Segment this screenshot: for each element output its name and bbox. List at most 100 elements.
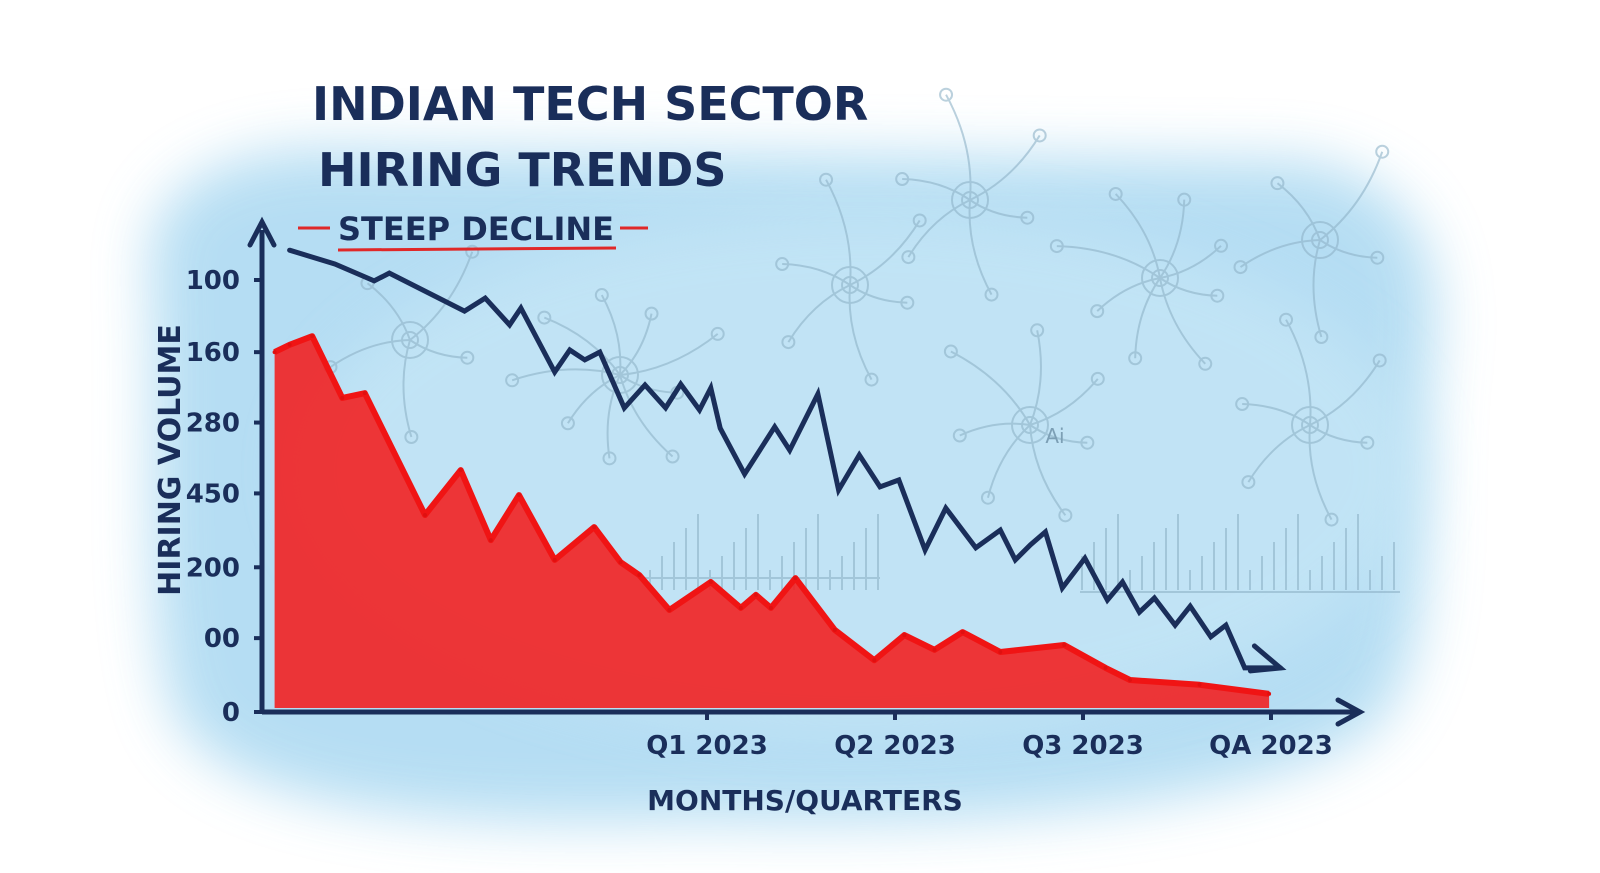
line-point	[643, 383, 647, 387]
line-point	[622, 406, 626, 410]
network-decoration	[323, 87, 1400, 593]
network-node	[560, 416, 575, 431]
line-point	[679, 382, 683, 386]
line-point	[1028, 543, 1032, 547]
network-link	[902, 178, 971, 201]
line-point	[743, 472, 747, 476]
line-point	[598, 350, 602, 354]
area-point	[362, 391, 367, 396]
network-link	[1276, 182, 1321, 241]
network-node	[1177, 192, 1192, 207]
network-link	[825, 179, 852, 286]
network-node	[710, 326, 725, 341]
network-node	[1108, 186, 1123, 201]
network-link	[1029, 330, 1042, 426]
network-link	[950, 350, 1031, 426]
chart-title-line2: HIRING TRENDS	[318, 143, 726, 197]
network-node	[1360, 435, 1375, 450]
network-link	[606, 374, 621, 459]
line-point	[1105, 598, 1109, 602]
network-node	[901, 250, 916, 265]
network-hub	[391, 321, 429, 359]
network-node	[460, 350, 475, 365]
network-link	[567, 374, 621, 424]
line-point	[857, 453, 861, 457]
network-node	[1214, 238, 1229, 253]
network-node	[594, 288, 609, 303]
area-point	[998, 649, 1003, 654]
area-point	[667, 608, 672, 613]
line-point	[1013, 558, 1017, 562]
network-node	[939, 87, 954, 102]
network-link	[1029, 424, 1067, 516]
network-link	[849, 219, 921, 286]
network-link	[986, 424, 1031, 498]
subtitle-underline	[337, 246, 617, 252]
network-node	[1030, 323, 1045, 338]
area-point	[552, 557, 557, 562]
area-point	[832, 627, 837, 632]
line-point	[923, 548, 927, 552]
line-point	[837, 488, 841, 492]
network-link	[945, 94, 972, 201]
network-node	[1032, 128, 1047, 143]
line-point	[1083, 556, 1087, 560]
y-tick-label: 100	[186, 266, 240, 296]
line-point	[709, 386, 713, 390]
network-link	[959, 422, 1031, 437]
network-node	[1279, 312, 1294, 327]
network-hub	[1011, 406, 1049, 444]
network-link	[1308, 424, 1333, 521]
line-point	[583, 358, 587, 362]
network-link	[402, 339, 413, 438]
network-link	[782, 263, 851, 286]
network-link	[907, 199, 971, 258]
area-series-edge	[273, 333, 1270, 697]
network-node	[1370, 250, 1385, 265]
area-point	[618, 560, 623, 565]
network-node	[404, 429, 419, 444]
x-axis-arrow	[1335, 697, 1366, 727]
network-node	[1241, 475, 1256, 490]
network-link	[1239, 239, 1321, 268]
network-node	[781, 335, 796, 350]
network-node	[952, 428, 967, 443]
area-point	[488, 538, 493, 543]
line-point	[483, 296, 487, 300]
network-node	[644, 306, 659, 321]
network-link	[1096, 277, 1161, 312]
chart-title: INDIAN TECH SECTOR	[312, 77, 868, 131]
network-node	[1270, 176, 1285, 191]
area-point	[753, 592, 758, 597]
network-node	[1314, 329, 1329, 344]
area-point	[1062, 643, 1067, 648]
line-point	[553, 370, 557, 374]
network-link	[1159, 277, 1206, 365]
network-node	[1058, 508, 1073, 523]
area-point	[272, 350, 277, 355]
line-point	[664, 406, 668, 410]
y-tick-label: 160	[186, 338, 240, 368]
network-link	[600, 294, 622, 376]
y-tick-label: 200	[186, 553, 240, 583]
y-axis-arrow	[247, 216, 277, 248]
area-point	[960, 630, 965, 635]
line-point	[788, 448, 792, 452]
area-point	[738, 605, 743, 610]
line-point	[974, 546, 978, 550]
area-point	[872, 658, 877, 663]
line-point	[462, 309, 466, 313]
network-node	[943, 344, 958, 359]
network-node	[1233, 260, 1248, 275]
network-link	[619, 333, 719, 376]
network-link	[619, 374, 674, 458]
network-node	[984, 287, 999, 302]
network-link	[969, 134, 1041, 201]
line-point	[519, 306, 523, 310]
line-point	[508, 323, 512, 327]
network-hub	[1301, 221, 1339, 259]
area-point	[458, 468, 463, 473]
area-point	[1267, 691, 1272, 696]
line-point	[718, 426, 722, 430]
line-point	[288, 248, 292, 252]
